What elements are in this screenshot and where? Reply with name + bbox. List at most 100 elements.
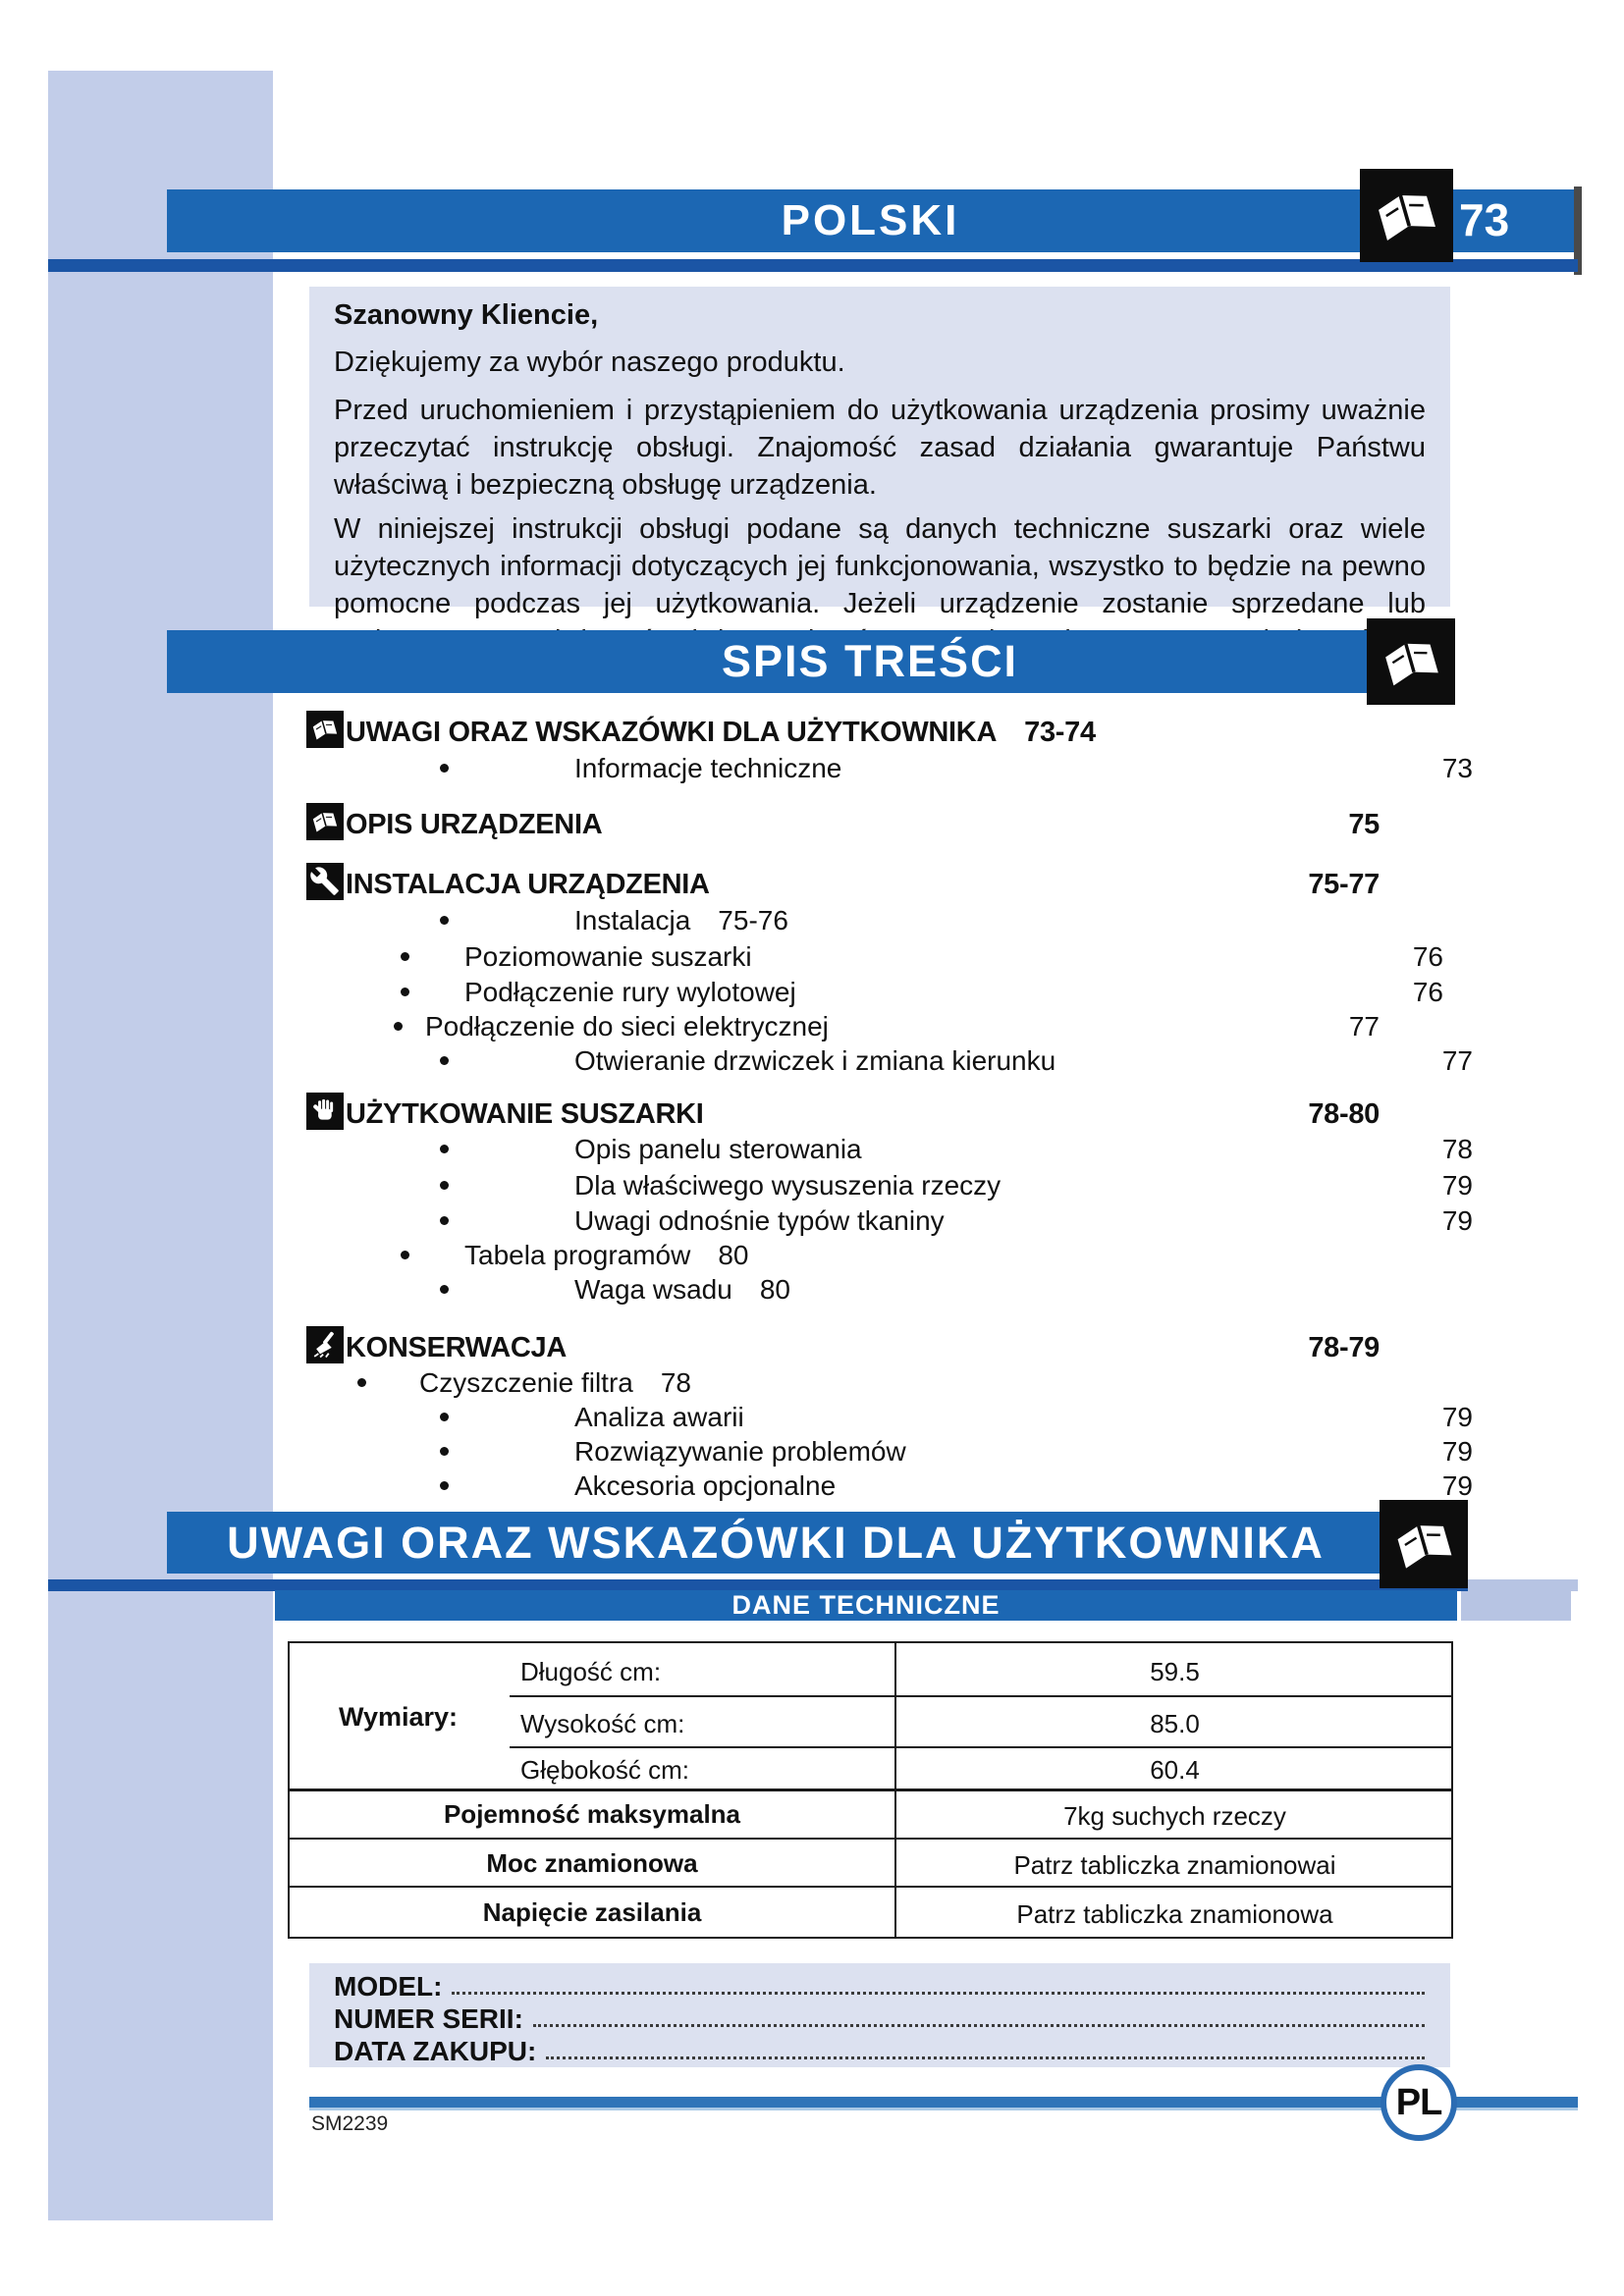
language-label: POLSKI xyxy=(781,196,960,244)
table-row-header: Wymiary: xyxy=(339,1702,459,1732)
toc-label: Opis panelu sterowania xyxy=(574,1134,862,1164)
toc-label: Otwieranie drzwiczek i zmiana kierunku xyxy=(574,1045,1056,1076)
toc-item: Uwagi odnośnie typów tkaniny 79 xyxy=(285,1204,1473,1238)
serial-label: NUMER SERII: xyxy=(334,2003,523,2034)
fill-in-line xyxy=(532,2024,1425,2027)
toc-pages: 79 xyxy=(1441,1402,1473,1432)
toc-pages: 77 xyxy=(1441,1045,1473,1076)
fill-in-line xyxy=(452,1992,1425,1995)
fill-in-line xyxy=(546,2056,1425,2059)
toc-section-opis: OPIS URZĄDZENIA 75 xyxy=(285,803,1473,841)
table-row-header: Pojemność maksymalna xyxy=(443,1799,741,1829)
toc-pages: 79 xyxy=(1441,1170,1473,1201)
toc-pages: 78-80 xyxy=(1308,1098,1380,1130)
toc-label: Rozwiązywanie problemów xyxy=(574,1436,906,1467)
purchase-date-label: DATA ZAKUPU: xyxy=(334,2036,537,2066)
toc-pages: 75-77 xyxy=(1308,869,1380,900)
toc-label: Analiza awarii xyxy=(574,1402,744,1432)
toc-section-instalacja: INSTALACJA URZĄDZENIA 75-77 xyxy=(285,863,1473,901)
serial-row: NUMER SERII: xyxy=(334,2003,1431,2034)
table-divider xyxy=(290,1838,1451,1840)
table-cell-label: Długość cm: xyxy=(520,1657,662,1686)
scan-edge-artifact xyxy=(1574,187,1582,275)
toc-item: Otwieranie drzwiczek i zmiana kierunku 77 xyxy=(285,1044,1473,1078)
table-cell-value: 7kg suchych rzeczy xyxy=(1063,1801,1286,1831)
section-book-badge xyxy=(1380,1500,1468,1588)
table-cell-label: Wysokość cm: xyxy=(520,1709,685,1738)
toc-pages: 73-74 xyxy=(1024,717,1096,748)
table-cell-value: Patrz tabliczka znamionowai xyxy=(1013,1850,1336,1880)
page-number: 73 xyxy=(1459,194,1510,245)
table-divider xyxy=(510,1746,1451,1748)
language-badge-text: PL xyxy=(1395,2081,1443,2123)
toc-pages: 79 xyxy=(1441,1205,1473,1236)
subsection-title: DANE TECHNICZNE xyxy=(731,1590,1001,1620)
header-rule xyxy=(48,259,1578,272)
toc-label: Podłączenie rury wylotowej xyxy=(464,977,796,1007)
fill-in-panel: MODEL: NUMER SERII: DATA ZAKUPU: xyxy=(309,1963,1450,2067)
open-book-icon xyxy=(306,711,344,748)
toc-item: Opis panelu sterowania 78 xyxy=(285,1133,1473,1166)
footer-rule xyxy=(309,2097,1578,2108)
footer-rule-light xyxy=(309,2108,1578,2110)
toc-label: Instalacja xyxy=(574,905,691,935)
table-cell-value: 85.0 xyxy=(1150,1709,1200,1738)
model-label: MODEL: xyxy=(334,1971,443,2002)
open-book-icon xyxy=(1389,1510,1458,1578)
toc-label: Akcesoria opcjonalne xyxy=(574,1470,837,1501)
section-rule xyxy=(48,1579,1578,1591)
technical-data-table: Wymiary: Długość cm: 59.5 Wysokość cm: 8… xyxy=(288,1641,1453,1939)
toc-label: Dla właściwego wysuszenia rzeczy xyxy=(574,1170,1001,1201)
language-badge: PL xyxy=(1380,2064,1457,2141)
toc-section-uwagi: UWAGI ORAZ WSKAZÓWKI DLA UŻYTKOWNIKA 73-7… xyxy=(285,711,1473,749)
section-rule-light-segment xyxy=(1468,1579,1578,1591)
toc-item: Poziomowanie suszarki 76 xyxy=(285,940,1473,974)
toc-pages: 76 xyxy=(1412,977,1443,1007)
toc-pages: 79 xyxy=(1441,1470,1473,1501)
toc-item: Waga wsadu 80 xyxy=(285,1273,1473,1307)
purchase-date-row: DATA ZAKUPU: xyxy=(334,2036,1431,2066)
table-divider xyxy=(290,1886,1451,1888)
toc-pages: 79 xyxy=(1441,1436,1473,1467)
toc-pages: 75 xyxy=(1348,809,1380,840)
toc-title: SPIS TREŚCI xyxy=(722,636,1019,686)
table-row-header: Napięcie zasilania xyxy=(482,1897,702,1927)
toc-pages: 75-76 xyxy=(718,905,788,935)
brush-icon xyxy=(306,1326,344,1363)
left-margin-band xyxy=(48,71,273,2220)
toc-pages: 80 xyxy=(718,1240,749,1270)
toc-pages: 76 xyxy=(1412,941,1443,972)
toc-label: UŻYTKOWANIE SUSZARKI xyxy=(346,1098,704,1130)
open-book-icon xyxy=(306,803,344,840)
toc-item: Czyszczenie filtra 78 xyxy=(285,1366,1473,1400)
toc-label: Czyszczenie filtra xyxy=(419,1367,633,1398)
toc-item: Rozwiązywanie problemów 79 xyxy=(285,1435,1473,1468)
toc-pages: 78-79 xyxy=(1308,1332,1380,1363)
toc-title-bar xyxy=(167,630,1367,693)
model-row: MODEL: xyxy=(334,1971,1431,2002)
table-cell-value: 60.4 xyxy=(1150,1755,1200,1785)
subsection-bar-light-segment xyxy=(1461,1591,1571,1621)
toc-item: Podłączenie rury wylotowej 76 xyxy=(285,976,1473,1009)
toc-item: Informacje techniczne 73 xyxy=(285,752,1473,785)
toc-label: Poziomowanie suszarki xyxy=(464,941,752,972)
toc-section-uzytkowanie: UŻYTKOWANIE SUSZARKI 78-80 xyxy=(285,1093,1473,1131)
subsection-title-bar: DANE TECHNICZNE xyxy=(275,1590,1457,1621)
toc-label: INSTALACJA URZĄDZENIA xyxy=(346,869,710,900)
toc-label: UWAGI ORAZ WSKAZÓWKI DLA UŻYTKOWNIKA xyxy=(346,717,998,748)
toc-pages: 73 xyxy=(1441,753,1473,783)
intro-greeting: Szanowny Kliencie, xyxy=(334,299,599,331)
toc-item: Dla właściwego wysuszenia rzeczy 79 xyxy=(285,1169,1473,1202)
toc-label: Tabela programów xyxy=(464,1240,691,1270)
intro-paragraph: Dziękujemy za wybór naszego produktu. xyxy=(334,347,845,378)
open-book-icon xyxy=(1377,628,1445,696)
language-header-bar: POLSKI xyxy=(167,189,1574,252)
table-cell-value: Patrz tabliczka znamionowa xyxy=(1016,1899,1333,1929)
section-title-bar: UWAGI ORAZ WSKAZÓWKI DLA UŻYTKOWNIKA xyxy=(167,1512,1384,1574)
toc-item: Podłączenie do sieci elektrycznej 77 xyxy=(285,1010,1473,1043)
intro-panel: Szanowny Kliencie, Dziękujemy za wybór n… xyxy=(309,287,1450,694)
table-divider xyxy=(290,1789,1451,1791)
table-cell-label: Głębokość cm: xyxy=(520,1755,689,1785)
toc-label: KONSERWACJA xyxy=(346,1332,567,1363)
